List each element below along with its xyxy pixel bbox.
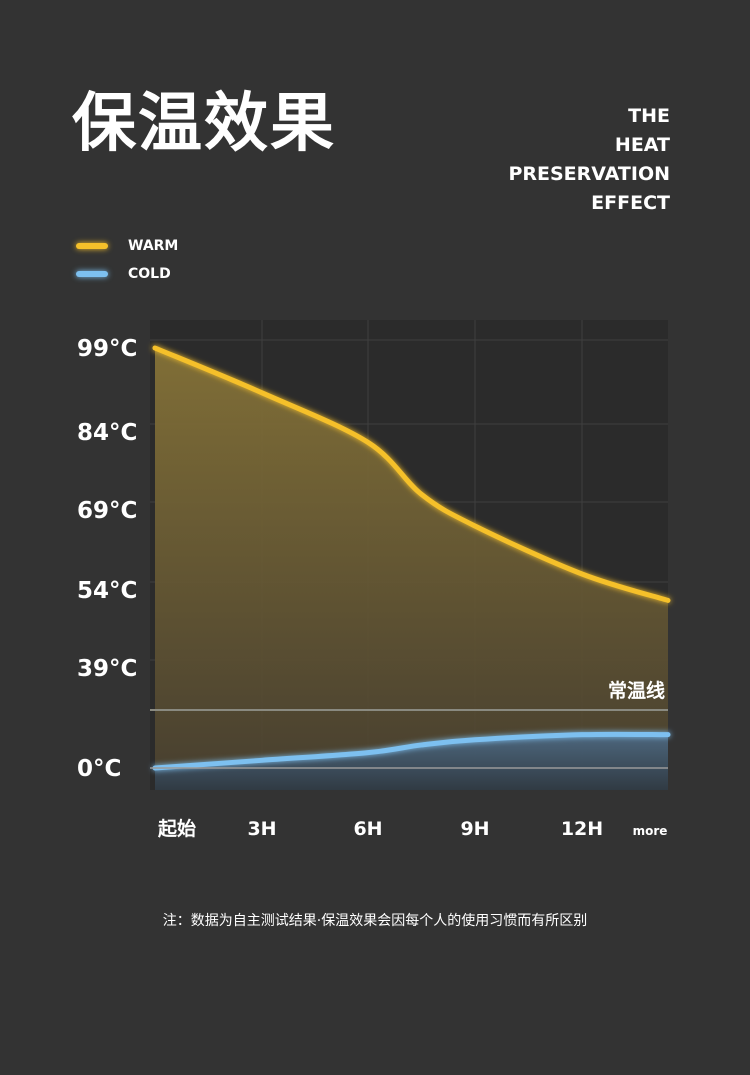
legend-swatch-cold [76,271,108,277]
y-tick-label: 54°C [77,578,137,604]
english-title: THE HEAT PRESERVATION EFFECT [508,102,670,218]
y-tick-label: 84°C [77,420,137,446]
legend-item-cold: COLD [76,260,178,288]
warm-series-line [152,345,671,603]
y-tick-label: 69°C [77,498,137,524]
y-tick-label: 0°C [77,756,121,782]
x-tick-label: 12H [561,818,603,840]
english-title-line: EFFECT [591,192,670,214]
x-tick-label: 起始 [157,817,196,840]
x-tick-label: 9H [460,818,489,840]
y-tick-label: 99°C [77,336,137,362]
legend-label-cold: COLD [128,266,171,282]
english-title-line: HEAT [614,134,670,156]
cold-series-line [152,731,671,771]
legend-swatch-warm [76,243,108,249]
cold-series-area [155,734,668,790]
x-tick-label: more [633,824,668,838]
warm-series-area [155,348,668,790]
chart-legend: WARM COLD [76,232,178,288]
room-temperature-label: 常温线 [608,679,665,702]
legend-item-warm: WARM [76,232,178,260]
x-tick-label: 6H [353,818,382,840]
english-title-line: THE [628,105,670,127]
footnote: 注：数据为自主测试结果·保温效果会因每个人的使用习惯而有所区别 [162,913,588,929]
english-title-line: PRESERVATION [508,163,670,185]
y-tick-label: 39°C [77,656,137,682]
x-tick-label: 3H [247,818,276,840]
heat-preservation-chart: 常温线 99°C 84°C 69°C 54°C 39°C 0°C 起始 3H 6H 9H 12H m… [77,320,671,840]
legend-label-warm: WARM [128,238,179,254]
page-title: 保温效果 [72,87,336,161]
